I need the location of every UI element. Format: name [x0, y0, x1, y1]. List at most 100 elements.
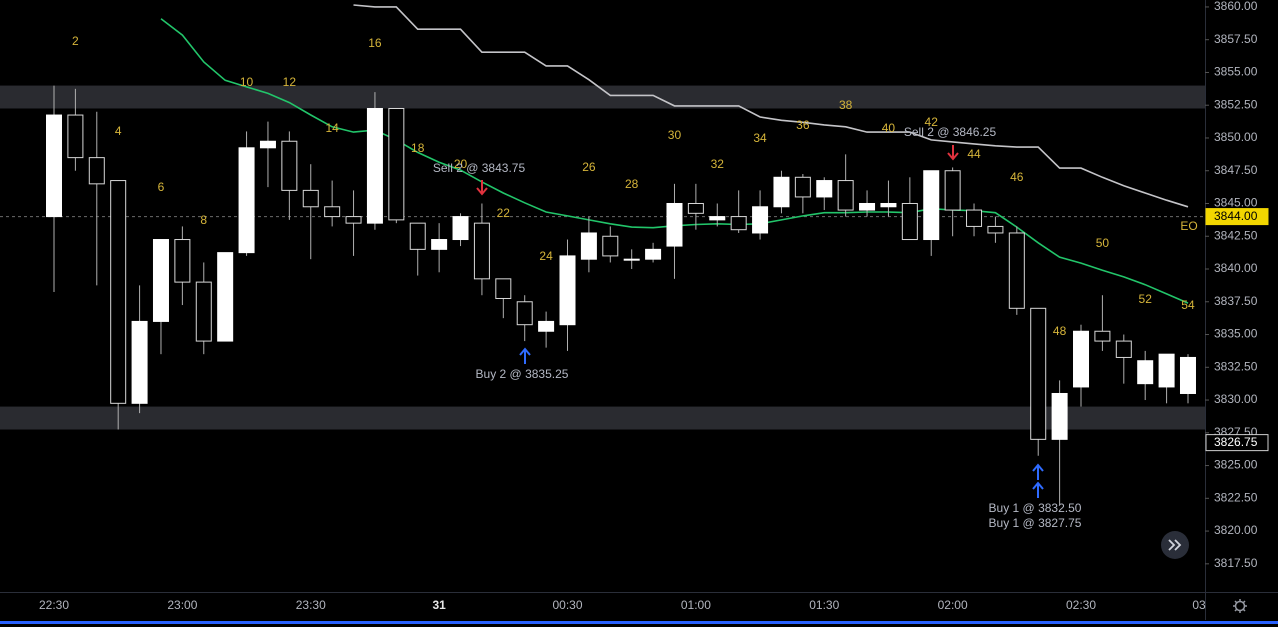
- candle-body: [1094, 330, 1111, 342]
- candle-body: [602, 235, 619, 257]
- bar-number: 18: [411, 141, 425, 155]
- candle-body: [516, 301, 533, 326]
- candle-body: [324, 206, 341, 218]
- candle-body: [473, 222, 490, 280]
- x-tick-label: 23:30: [296, 598, 326, 612]
- y-tick-label: 3857.50: [1214, 32, 1258, 46]
- candle-body: [645, 248, 662, 260]
- bar-number: 44: [967, 147, 981, 161]
- y-tick-label: 3837.50: [1214, 294, 1258, 308]
- bar-number: 28: [625, 177, 639, 191]
- candle-body: [431, 239, 448, 250]
- x-tick-label: 00:30: [552, 598, 582, 612]
- y-tick-label: 3852.50: [1214, 97, 1258, 111]
- bar-number: 6: [158, 180, 165, 194]
- x-tick-label: 22:30: [39, 598, 69, 612]
- bar-number: 38: [839, 98, 853, 112]
- candle-body: [987, 225, 1004, 234]
- y-tick-label: 3835.00: [1214, 327, 1258, 341]
- candle-body: [131, 320, 148, 404]
- price-tag-box: [1205, 208, 1269, 226]
- candle-body: [1158, 353, 1175, 388]
- x-tick-label: 03: [1192, 598, 1206, 612]
- candle-body: [623, 258, 640, 261]
- y-tick-label: 3850.00: [1214, 130, 1258, 144]
- trade-annotation: Buy 2 @ 3835.25: [476, 367, 569, 381]
- bar-number: 26: [582, 160, 596, 174]
- candle-body: [966, 209, 983, 227]
- bar-number: 10: [240, 75, 254, 89]
- candle-body: [1008, 232, 1025, 309]
- y-tick-label: 3855.00: [1214, 65, 1258, 79]
- y-tick-label: 3820.00: [1214, 523, 1258, 537]
- x-tick-label: 02:00: [938, 598, 968, 612]
- bar-number: 40: [882, 121, 896, 135]
- candle-body: [1179, 356, 1196, 394]
- bar-number: 46: [1010, 170, 1024, 184]
- trade-annotation: Buy 1 @ 3827.75: [989, 516, 1082, 530]
- y-tick-label: 3840.00: [1214, 261, 1258, 275]
- price-tag-label: 3844.00: [1214, 209, 1258, 223]
- candle-body: [730, 216, 747, 231]
- candle-body: [538, 320, 555, 332]
- bar-number: 54: [1181, 298, 1195, 312]
- bar-number: 22: [497, 206, 511, 220]
- candle-body: [388, 107, 405, 221]
- bar-number: 24: [539, 249, 553, 263]
- candle-body: [110, 180, 127, 404]
- bar-number: 34: [753, 131, 767, 145]
- bar-number: 14: [325, 121, 339, 135]
- candle-body: [837, 180, 854, 211]
- candle-body: [816, 180, 833, 198]
- zone: [0, 406, 1205, 430]
- candle-body: [773, 176, 790, 208]
- candle-body: [281, 140, 298, 191]
- candle-body: [923, 170, 940, 241]
- candle-body: [88, 157, 105, 185]
- settings-button[interactable]: [1233, 599, 1247, 613]
- candle-body: [152, 239, 169, 322]
- y-tick-label: 3842.50: [1214, 228, 1258, 242]
- candle-body: [174, 239, 191, 283]
- bar-number: 12: [283, 75, 297, 89]
- candle-body: [666, 202, 683, 247]
- bar-number: 2: [72, 34, 79, 48]
- candle-body: [880, 202, 897, 208]
- candle-body: [1073, 330, 1090, 388]
- y-tick-label: 3847.50: [1214, 163, 1258, 177]
- price-tag-label: 3826.75: [1214, 435, 1258, 449]
- y-tick-label: 3860.00: [1214, 0, 1258, 13]
- y-tick-label: 3817.50: [1214, 556, 1258, 570]
- y-tick-label: 3822.50: [1214, 490, 1258, 504]
- bar-number: 48: [1053, 324, 1067, 338]
- bar-number: 8: [200, 213, 207, 227]
- buy-arrow: [1032, 481, 1044, 498]
- candle-body: [1051, 392, 1068, 440]
- candle-body: [559, 255, 576, 326]
- trade-annotation: Sell 2 @ 3843.75: [433, 161, 526, 175]
- overlay-line: [353, 4, 1189, 208]
- bar-number: 42: [925, 115, 939, 129]
- trade-annotation: Sell 2 @ 3846.25: [904, 125, 997, 139]
- candle-body: [259, 140, 276, 149]
- y-tick-label: 3845.00: [1214, 196, 1258, 210]
- candle-body: [302, 189, 319, 208]
- candle-body: [752, 206, 769, 234]
- scroll-button[interactable]: [1161, 531, 1189, 559]
- trade-arrows: [476, 145, 1044, 498]
- x-tick-label: 31: [432, 598, 446, 612]
- candle-body: [794, 176, 811, 198]
- candle-body: [67, 114, 84, 159]
- bar-number: 36: [796, 118, 810, 132]
- candle-body: [687, 202, 704, 214]
- y-tick-label: 3830.00: [1214, 392, 1258, 406]
- candle-body: [944, 170, 961, 211]
- bar-number: 30: [668, 128, 682, 142]
- bar-number: 16: [368, 36, 382, 50]
- y-tick-label: 3825.00: [1214, 458, 1258, 472]
- price-tag-box: [1205, 434, 1269, 452]
- candle-body: [495, 278, 512, 299]
